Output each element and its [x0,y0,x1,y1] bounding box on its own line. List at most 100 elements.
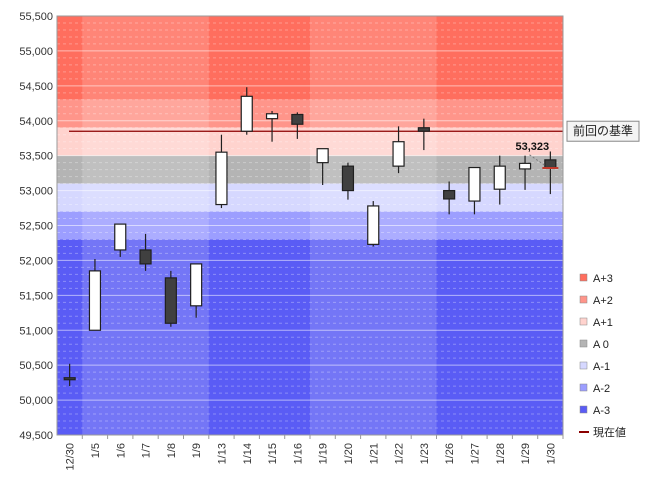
x-tick-label: 1/30 [545,443,557,464]
grid-layer [57,22,563,429]
candle-1-16 [291,112,304,139]
y-tick-label: 50,000 [19,395,53,407]
x-tick-label: 1/26 [444,443,456,464]
candle-1-6 [114,223,127,257]
current-value-leader [528,153,545,166]
y-tick-label: 51,000 [19,325,53,337]
x-tick-label: 1/28 [495,443,507,464]
legend-swatch [579,383,588,392]
candle-body-up [518,162,532,170]
x-tick-label: 1/29 [520,443,532,464]
candle-body-up [392,141,405,167]
x-tick-label: 1/15 [267,443,279,464]
reference-line-group: 前回の基準 [69,120,640,142]
candle-1-23 [417,118,430,151]
y-tick-label: 52,000 [19,255,53,267]
legend-swatch [579,317,588,326]
candle-body-up [88,270,102,331]
band-a+2 [57,99,563,128]
candle-12-30 [63,363,76,387]
legend-item-a0: A 0 [579,339,609,351]
candle-1-21 [367,201,380,247]
legend-item-a+3: A+3 [579,273,613,285]
candle-body-up [215,151,228,206]
y-tick-label: 54,000 [19,116,53,128]
candle-1-5 [88,259,102,331]
legend-swatch [579,361,588,370]
candle-body-down [417,127,430,132]
y-tick-label: 53,500 [19,151,53,163]
candle-body-down [164,277,177,324]
candle-1-22 [392,126,405,174]
x-tick-label: 12/30 [65,443,77,471]
x-tick-label: 1/9 [191,443,203,458]
reference-label: 前回の基準 [573,123,633,138]
candle-body-down [63,377,76,381]
x-tick-label: 1/14 [242,443,254,464]
candle-1-27 [468,166,481,215]
candles-layer [63,87,557,387]
x-tick-label: 1/6 [115,443,127,458]
candle-body-up [265,113,279,120]
legend-swatch [579,273,588,282]
y-tick-label: 54,500 [19,81,53,93]
candle-1-29 [518,155,532,190]
candle-1-8 [164,270,177,327]
legend-swatch [579,339,588,348]
y-tick-label: 55,500 [19,11,53,23]
candle-body-up [468,166,481,202]
axes-layer: 49,500 50,000 50,500 51,000 51,500 52,000 52,5… [19,11,564,471]
candle-1-15 [265,110,279,142]
candle-body-up [493,165,506,190]
y-tick-label: 49,500 [19,430,53,442]
candle-1-7 [139,233,152,271]
candle-1-26 [443,181,456,215]
candle-1-20 [341,162,355,200]
candle-1-28 [493,155,506,205]
legend-swatch [579,405,588,414]
candle-body-down [544,159,557,169]
candle-body-up [316,148,329,164]
candle-1-13 [215,134,228,209]
candle-body-up [367,205,380,245]
x-tick-label: 1/13 [216,443,228,464]
x-tick-label: 1/16 [292,443,304,464]
candle-1-9 [190,263,203,318]
candle-body-down [291,113,304,125]
candle-body-down [443,189,456,200]
x-tick-label: 1/27 [469,443,481,464]
current-value-group: 53,323 [516,141,559,170]
y-tick-label: 51,500 [19,290,53,302]
x-tick-label: 1/8 [166,443,178,458]
candle-body-up [114,223,127,251]
candle-1-14 [240,87,253,135]
band-a-3 [57,239,563,435]
y-tick-label: 53,000 [19,186,53,198]
legend-label: A 0 [593,339,609,351]
candle-body-down [139,249,152,265]
candle-body-up [190,263,203,307]
x-tick-label: 1/19 [318,443,330,464]
legend-item-a-1: A-1 [579,361,610,373]
legend-label: A+3 [593,273,613,285]
legend-label: A-2 [593,383,610,395]
legend-item-current: 現在値 [579,426,626,439]
reference-label-box [566,120,640,142]
legend-swatch [579,295,588,304]
candle-body-up [240,95,253,132]
candle-1-19 [316,148,329,185]
y-tick-label: 55,000 [19,46,53,58]
y-tick-label: 50,500 [19,360,53,372]
legend-item-a-3: A-3 [579,405,610,417]
x-tick-label: 1/23 [419,443,431,464]
legend-label: A+1 [593,317,613,329]
x-tick-label: 1/7 [141,443,153,458]
legend-item-a+1: A+1 [579,317,613,329]
x-tick-label: 1/5 [90,443,102,458]
band-a+1 [57,127,563,156]
current-value-label: 53,323 [516,141,550,153]
legend-label: A-1 [593,361,610,373]
legend: A+3 A+2 A+1 A 0 A-1 A-2 A-3 現在値 [579,273,626,439]
